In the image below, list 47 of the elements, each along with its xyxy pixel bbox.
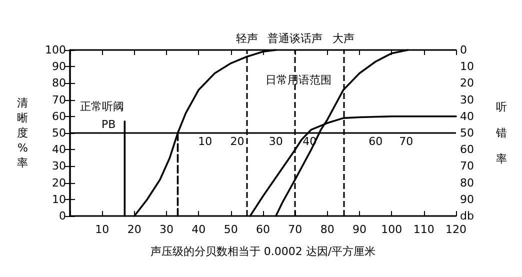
y-tick-label: 50 <box>52 126 66 140</box>
y-tick-label: 100 <box>45 44 66 56</box>
y2-tick-label: 20 <box>460 76 474 90</box>
annotation: 70 <box>399 134 414 148</box>
y-tick-label: 60 <box>52 110 66 123</box>
ref-line-label: 普通谈话声 <box>268 32 323 45</box>
y-tick-label: 80 <box>52 76 66 90</box>
y-tick-label: 20 <box>52 176 66 190</box>
x-tick-label: 80 <box>320 223 334 236</box>
y2-axis-title: 听错率 <box>495 100 507 166</box>
y2-tick-label: 10 <box>460 60 474 74</box>
x-tick-label: 90 <box>352 223 366 236</box>
y-tick-label: 70 <box>52 93 66 106</box>
y2-tick-label: 50 <box>460 126 474 140</box>
x-tick-label: 20 <box>127 223 142 236</box>
annotation: 20 <box>230 134 244 148</box>
annotation: 60 <box>368 134 383 148</box>
y2-tick-label: 30 <box>460 93 474 106</box>
ref-line-label: 轻声 <box>236 32 258 45</box>
annotation: 10 <box>198 134 212 148</box>
annotation: PB <box>102 118 116 132</box>
ref-line-label: 大声 <box>332 32 354 45</box>
y2-tick-label: 90 <box>460 192 474 206</box>
y2-tick-label: 40 <box>460 110 474 123</box>
y-axis-title: 清晰度%率 <box>17 96 28 170</box>
y-tick-label: 90 <box>52 60 66 74</box>
y2-tick-label: 70 <box>460 160 474 173</box>
x-axis-title: 声压级的分贝数相当于 0.0002 达因/平方厘米 <box>150 245 376 258</box>
y2-tick-label: db <box>460 210 474 222</box>
x-tick-label: 120 <box>446 223 466 236</box>
x-tick-label: 70 <box>288 223 302 236</box>
x-tick-label: 110 <box>413 223 434 236</box>
x-tick-label: 100 <box>381 223 402 236</box>
x-tick-label: 40 <box>192 223 206 236</box>
x-tick-label: 60 <box>256 223 270 236</box>
y-tick-label: 30 <box>52 160 66 173</box>
annotation: 30 <box>268 134 283 148</box>
y-tick-label: 0 <box>59 210 66 222</box>
y2-tick-label: 80 <box>460 176 474 190</box>
x-tick-label: 30 <box>160 223 174 236</box>
x-tick-label: 10 <box>95 223 110 236</box>
x-tick-label: 50 <box>224 223 238 236</box>
y-tick-label: 40 <box>52 143 66 156</box>
y2-tick-label: 60 <box>460 143 474 156</box>
annotation: 正常听阈 <box>80 100 124 113</box>
y-tick-label: 10 <box>52 192 66 206</box>
y2-tick-label: 0 <box>460 44 467 56</box>
